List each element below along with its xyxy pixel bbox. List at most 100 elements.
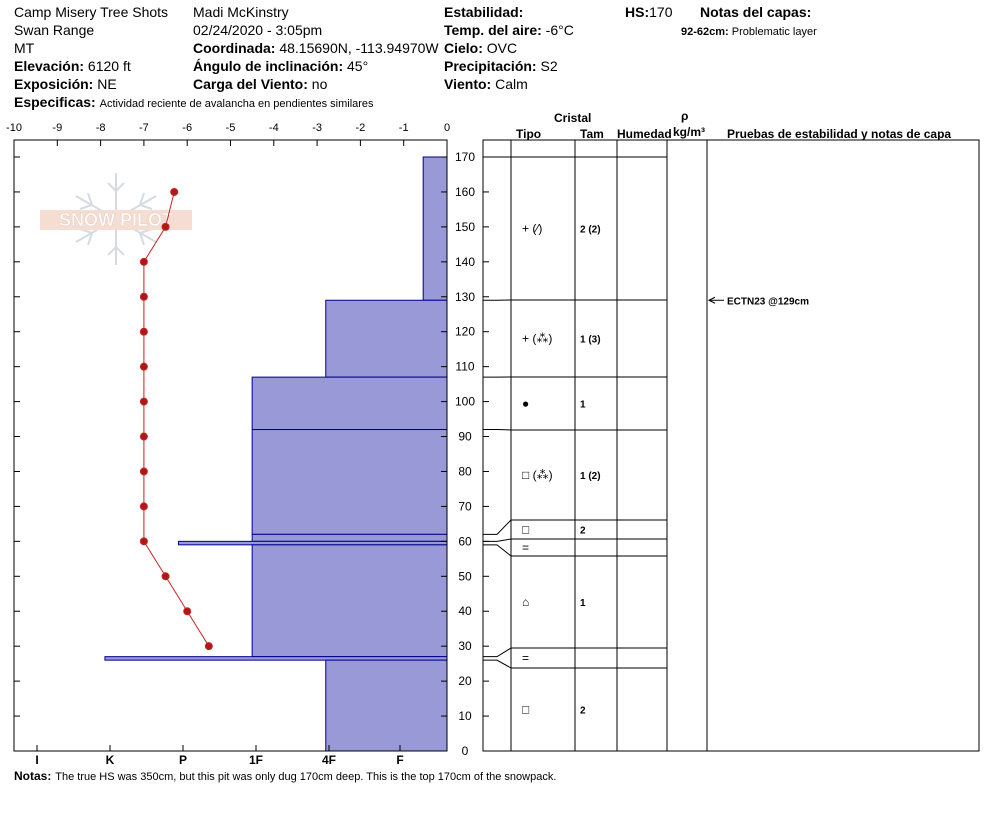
precip-row: Precipitación: S2 bbox=[444, 58, 558, 74]
hardness-bar-3 bbox=[251, 429, 448, 535]
layer-table bbox=[482, 139, 980, 752]
temp-point-5 bbox=[139, 362, 148, 371]
height-tick-label-3: 30 bbox=[458, 639, 472, 653]
header-rho: ρ bbox=[681, 109, 689, 123]
test-arrow-head bbox=[707, 296, 716, 304]
temp-tick-label-5: -5 bbox=[226, 122, 236, 134]
layer-size-3: 1 (2) bbox=[580, 471, 601, 482]
specifics-label: Especificas: bbox=[14, 94, 96, 110]
snowpilot-logo: SNOW PILOT bbox=[40, 173, 192, 265]
notes-label: Notas: bbox=[14, 769, 52, 783]
layer-type-6: ⌂ bbox=[522, 595, 529, 609]
sky-label: Cielo: bbox=[444, 40, 483, 56]
height-tick-label-11: 110 bbox=[455, 360, 474, 374]
hardness-bar-6 bbox=[251, 544, 448, 658]
height-tick-label-16: 160 bbox=[455, 185, 475, 199]
temp-point-8 bbox=[139, 467, 148, 476]
row-connector-4 bbox=[483, 519, 512, 535]
location-name: Camp Misery Tree Shots bbox=[14, 4, 169, 20]
layer-size-6: 1 bbox=[580, 598, 586, 609]
temp-point-13 bbox=[204, 642, 213, 651]
temp-point-11 bbox=[161, 572, 170, 581]
temp-tick-label-6: -4 bbox=[269, 122, 279, 134]
hardness-tick-label-3: 1F bbox=[249, 753, 263, 767]
wind-load-row: Carga del Viento: no bbox=[193, 76, 327, 92]
layer-size-2: 1 bbox=[580, 400, 586, 411]
height-tick-label-17: 170 bbox=[455, 150, 475, 164]
air-temp-row: Temp. del aire: -6°C bbox=[444, 22, 574, 38]
elevation-value: 6120 ft bbox=[87, 58, 131, 74]
height-tick-label-0: 0 bbox=[462, 744, 469, 758]
height-tick-label-13: 130 bbox=[455, 290, 475, 304]
exposure-value: NE bbox=[97, 76, 117, 92]
temp-tick-label-3: -7 bbox=[139, 122, 149, 134]
height-tick-label-7: 70 bbox=[458, 499, 472, 513]
temp-tick-label-4: -6 bbox=[182, 122, 192, 134]
height-tick-label-6: 60 bbox=[458, 534, 472, 548]
hs-value: 170 bbox=[649, 4, 673, 20]
hardness-bar-1 bbox=[325, 299, 448, 378]
layer-row-4: □ 2 bbox=[522, 523, 586, 537]
header-size: Tam bbox=[580, 127, 604, 141]
height-tick-label-10: 100 bbox=[455, 395, 475, 409]
wind-value: Calm bbox=[495, 76, 528, 92]
svg-text:SNOW PILOT: SNOW PILOT bbox=[59, 210, 173, 230]
temp-point-0 bbox=[170, 187, 179, 196]
temp-point-3 bbox=[139, 292, 148, 301]
coordinates-value: 48.15690N, -113.94970W bbox=[279, 40, 439, 56]
temp-tick-label-8: -2 bbox=[356, 122, 366, 134]
elevation-label: Elevación: bbox=[14, 58, 85, 74]
layer-type-8: □ bbox=[522, 703, 529, 717]
height-tick-label-5: 50 bbox=[458, 569, 472, 583]
specifics-value: Actividad reciente de avalancha en pendi… bbox=[99, 98, 374, 110]
hs-label: HS: bbox=[625, 4, 650, 20]
layer-type-4: □ bbox=[522, 523, 529, 537]
temp-point-10 bbox=[139, 537, 148, 546]
layer-row-8: □ 2 bbox=[522, 703, 586, 717]
temp-tick-label-1: -9 bbox=[52, 122, 62, 134]
layer-row-7: = bbox=[522, 651, 529, 665]
layer-size-4: 2 bbox=[580, 526, 586, 537]
state-name: MT bbox=[14, 40, 35, 56]
layer-type-1: + (⁂) bbox=[522, 332, 552, 346]
height-tick-label-2: 20 bbox=[458, 674, 472, 688]
layer-row-6: ⌂ 1 bbox=[522, 595, 586, 609]
layer-type-2: ● bbox=[522, 397, 529, 411]
hardness-tick-label-2: P bbox=[179, 753, 187, 767]
datetime: 02/24/2020 - 3:05pm bbox=[193, 22, 323, 38]
header-humidity: Humedad bbox=[617, 127, 672, 141]
exposure-label: Exposición: bbox=[14, 76, 94, 92]
coordinates-row: Coordinada: 48.15690N, -113.94970W bbox=[193, 40, 439, 56]
hardness-bar-4 bbox=[251, 533, 448, 542]
hardness-bar-5 bbox=[178, 540, 448, 546]
sky-row: Cielo: OVC bbox=[444, 40, 517, 56]
wind-load-label: Carga del Viento: bbox=[193, 76, 308, 92]
angle-row: Ángulo de inclinación: 45° bbox=[193, 58, 368, 74]
hardness-tick-label-0: I bbox=[35, 753, 38, 767]
height-tick-label-9: 90 bbox=[458, 430, 472, 444]
temp-point-2 bbox=[139, 257, 148, 266]
table-frame bbox=[482, 139, 980, 752]
hardness-tick-label-5: F bbox=[396, 753, 403, 767]
elevation-row: Elevación: 6120 ft bbox=[14, 58, 131, 74]
temp-tick-label-10: 0 bbox=[444, 122, 450, 134]
height-axis: 0 10 20 30 40 50 60 70 80 90 100 110 120 130 140 150 160… bbox=[14, 150, 489, 758]
table-rows: + (⁄) 2 (2)+ (⁂) 1 (3)● 1□ (⁂) 1 (2)□ 2=⌂ 1=□ 2… bbox=[483, 156, 809, 752]
layer-size-0: 2 (2) bbox=[580, 225, 601, 236]
hardness-tick-label-1: K bbox=[106, 753, 115, 767]
row-connector-5 bbox=[483, 538, 512, 542]
layer-row-5: = bbox=[522, 541, 529, 555]
temp-point-12 bbox=[183, 607, 192, 616]
hs-row: HS:170 bbox=[625, 4, 672, 20]
hardness-bar-8 bbox=[325, 659, 448, 752]
height-tick-label-14: 140 bbox=[455, 255, 475, 269]
layer-notes-label: Notas del capas: bbox=[700, 4, 812, 20]
precip-label: Precipitación: bbox=[444, 58, 537, 74]
hardness-bar-0 bbox=[422, 156, 448, 301]
wind-label: Viento: bbox=[444, 76, 492, 92]
range-name: Swan Range bbox=[14, 22, 95, 38]
temp-point-6 bbox=[139, 397, 148, 406]
height-tick-label-12: 120 bbox=[455, 325, 475, 339]
temp-point-4 bbox=[139, 327, 148, 336]
